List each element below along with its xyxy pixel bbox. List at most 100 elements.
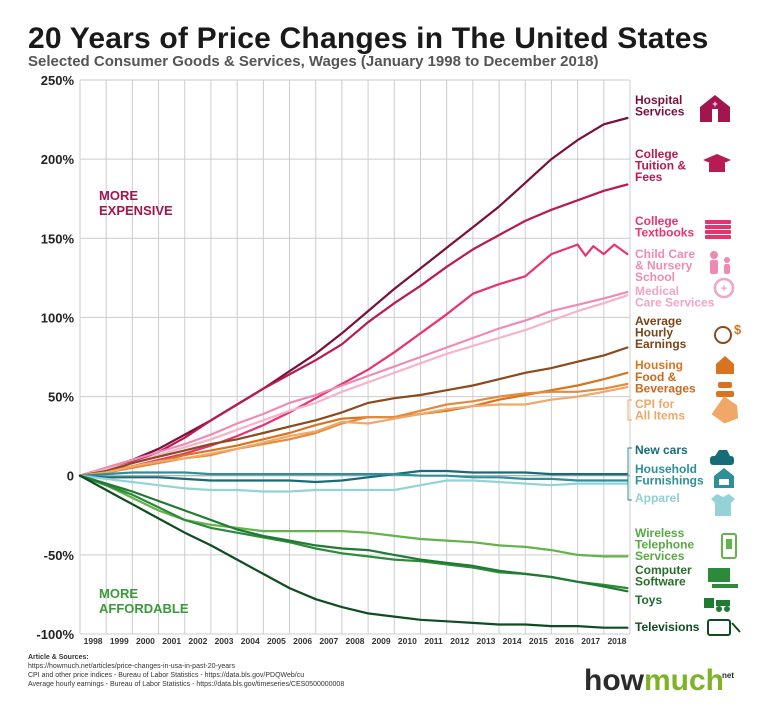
- series-label: Textbooks: [635, 226, 694, 240]
- series-label: Wireless: [635, 526, 685, 540]
- phone-icon: [721, 533, 737, 559]
- x-tick-label: 2010: [398, 636, 417, 646]
- hospital-icon: +: [700, 95, 730, 122]
- graduation-cap-icon: [703, 154, 731, 172]
- series-label: Average: [635, 314, 682, 328]
- series-label: Services: [635, 105, 685, 119]
- source-line: https://howmuch.net/articles/price-chang…: [28, 663, 235, 670]
- series-label: CPI for: [635, 397, 675, 411]
- x-tick-label: 2008: [346, 636, 365, 646]
- label-leader: [627, 447, 632, 501]
- series-label: Medical: [635, 284, 679, 298]
- series-line: [78, 243, 629, 477]
- y-tick-label: 200%: [41, 152, 75, 167]
- x-tick-label: 2005: [267, 636, 286, 646]
- series-line: [78, 116, 629, 477]
- sources-block: Article & Sources: https://howmuch.net/a…: [28, 653, 344, 689]
- source-line: Average hourly earnings - Bureau of Labo…: [28, 681, 345, 688]
- child-care-icon: [710, 251, 730, 274]
- y-tick-label: 0: [67, 469, 74, 484]
- series-label: Telephone: [635, 538, 694, 552]
- series-label: Earnings: [635, 337, 687, 351]
- x-tick-label: 1999: [110, 636, 129, 646]
- series-icons: + + $: [700, 95, 742, 636]
- y-tick-label: 50%: [48, 390, 74, 405]
- svg-text:+: +: [712, 99, 717, 109]
- x-tick-label: 2012: [450, 636, 469, 646]
- series-label: College: [635, 214, 679, 228]
- series-label: Computer: [635, 563, 692, 577]
- x-tick-label: 2004: [241, 636, 260, 646]
- series-line: [78, 346, 629, 477]
- annotation-text: MORE: [99, 188, 138, 203]
- series-label: Food &: [635, 370, 677, 384]
- x-tick-label: 2016: [555, 636, 574, 646]
- y-tick-label: 250%: [41, 73, 75, 88]
- series-line: [78, 294, 629, 477]
- house-icon: [716, 356, 734, 374]
- y-tick-label: 100%: [41, 310, 75, 325]
- series-lines: [78, 116, 629, 629]
- howmuch-logo: howmuch: [584, 664, 724, 698]
- annotation-text: AFFORDABLE: [99, 601, 189, 616]
- annotation-text: EXPENSIVE: [99, 203, 173, 218]
- x-tick-label: 2018: [607, 636, 626, 646]
- series-label: Hourly: [635, 326, 673, 340]
- series-label: College: [635, 147, 679, 161]
- series-line: [78, 474, 629, 493]
- series-label: Apparel: [635, 491, 680, 505]
- series-label: Fees: [635, 170, 663, 184]
- series-line: [78, 471, 629, 482]
- x-tick-label: 2003: [215, 636, 234, 646]
- series-label: & Nursery: [635, 259, 693, 273]
- series-label: Furnishings: [635, 474, 704, 488]
- series-label: Toys: [635, 593, 662, 607]
- chart-title: 20 Years of Price Changes in The United …: [28, 22, 709, 55]
- series-label: Care Services: [635, 296, 715, 310]
- x-tick-label: 2014: [503, 636, 522, 646]
- x-tick-label: 2006: [293, 636, 312, 646]
- x-axis: 1998 1999 2000 2001 2002 2003 2004 2005 2006 2007…: [84, 636, 627, 646]
- y-tick-label: -50%: [44, 548, 75, 563]
- series-line: [78, 474, 629, 593]
- chart-subtitle: Selected Consumer Goods & Services, Wage…: [28, 53, 599, 70]
- television-icon: [707, 619, 741, 636]
- series-line: [78, 386, 629, 477]
- x-tick-label: 1998: [84, 636, 103, 646]
- series-label: Televisions: [635, 620, 700, 634]
- series-label: Beverages: [635, 382, 696, 396]
- series-label: Services: [635, 549, 685, 563]
- y-tick-label: 150%: [41, 231, 75, 246]
- series-label: Child Care: [635, 247, 695, 261]
- y-axis: -100% -50% 0 50% 100% 150% 200% 250%: [36, 73, 74, 642]
- y-tick-label: -100%: [36, 627, 74, 642]
- x-tick-label: 2013: [476, 636, 495, 646]
- series-line: [78, 291, 629, 477]
- svg-text:+: +: [721, 283, 727, 295]
- x-tick-label: 2011: [424, 636, 443, 646]
- logo-net: net: [722, 671, 734, 680]
- food-icon: [716, 382, 734, 397]
- car-icon: [710, 450, 734, 465]
- x-tick-label: 2009: [372, 636, 391, 646]
- series-label: Household: [635, 462, 697, 476]
- sources-heading: Article & Sources:: [28, 654, 89, 661]
- label-leaders: [627, 399, 632, 501]
- medical-icon: +: [713, 277, 735, 299]
- price-tags-icon: [711, 396, 739, 424]
- computer-icon: [708, 568, 738, 588]
- series-label: Software: [635, 575, 686, 589]
- series-label: School: [635, 270, 675, 284]
- logo-how: how: [584, 664, 644, 697]
- logo-much: much: [644, 664, 725, 697]
- series-label: Housing: [635, 358, 683, 372]
- furniture-icon: [714, 468, 734, 488]
- series-line: [78, 474, 629, 629]
- label-leader: [627, 399, 632, 421]
- series-line: [78, 183, 629, 477]
- x-tick-label: 2002: [188, 636, 207, 646]
- series-label: New cars: [635, 443, 688, 457]
